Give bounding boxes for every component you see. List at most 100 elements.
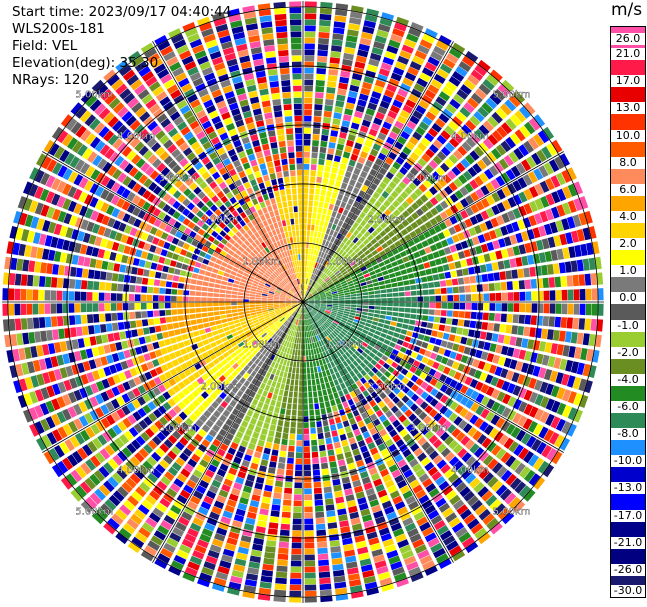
gate-cell xyxy=(80,291,87,301)
gate-cell xyxy=(324,288,331,293)
gate-cell xyxy=(325,310,331,314)
gate-cell xyxy=(288,342,292,349)
gate-cell xyxy=(255,526,266,534)
gate-cell xyxy=(416,242,424,250)
gate-cell xyxy=(255,292,262,296)
gate-cell xyxy=(162,492,174,503)
gate-cell xyxy=(213,410,221,418)
gate-cell xyxy=(380,306,387,311)
gate-cell xyxy=(315,80,325,87)
gate-cell xyxy=(184,417,194,427)
gate-cell xyxy=(248,353,255,360)
gate-cell xyxy=(523,450,534,464)
gate-cell xyxy=(14,288,21,301)
gate-cell xyxy=(404,336,412,343)
gate-cell xyxy=(465,456,477,467)
gate-cell xyxy=(342,58,353,67)
gate-cell xyxy=(323,221,329,228)
gate-cell xyxy=(267,303,273,306)
gate-cell xyxy=(353,428,361,437)
gate-cell xyxy=(344,451,353,459)
gate-cell xyxy=(465,473,477,485)
gate-cell xyxy=(402,161,412,171)
gate-cell xyxy=(304,482,312,489)
gate-cell xyxy=(417,549,430,560)
gate-cell xyxy=(363,381,371,389)
gate-cell xyxy=(501,345,509,356)
gate-cell xyxy=(449,379,458,389)
gate-cell xyxy=(215,433,224,442)
gate-cell xyxy=(379,468,390,478)
gate-cell xyxy=(260,321,267,326)
gate-cell xyxy=(304,470,312,477)
gate-cell xyxy=(27,274,34,287)
gate-cell xyxy=(436,525,449,536)
gate-cell xyxy=(372,404,380,413)
gate-cell xyxy=(195,308,202,313)
gate-cell xyxy=(304,506,313,513)
gate-cell xyxy=(177,302,183,308)
gate-cell xyxy=(340,395,347,403)
gate-cell xyxy=(87,280,94,290)
gate-cell xyxy=(320,346,325,353)
gate-cell xyxy=(199,359,207,367)
gate-cell xyxy=(265,441,273,449)
gate-cell xyxy=(408,566,422,577)
gate-cell xyxy=(354,454,363,462)
gate-cell xyxy=(251,378,258,385)
gate-cell xyxy=(313,316,318,322)
gate-cell xyxy=(314,403,320,410)
gate-cell xyxy=(120,464,132,476)
gate-cell xyxy=(112,374,121,384)
gate-cell xyxy=(304,291,308,297)
gate-cell xyxy=(219,560,232,569)
gate-cell xyxy=(316,341,320,348)
gate-cell xyxy=(93,314,100,323)
gate-cell xyxy=(310,324,314,331)
gate-cell xyxy=(17,394,27,408)
gate-cell xyxy=(295,458,302,465)
gate-cell xyxy=(374,294,381,298)
gate-cell xyxy=(345,299,351,302)
gate-cell xyxy=(500,313,507,323)
gate-cell xyxy=(247,344,254,350)
gate-cell xyxy=(222,379,230,387)
gate-cell xyxy=(264,384,271,392)
gate-cell xyxy=(255,306,262,310)
gate-cell xyxy=(328,455,336,462)
gate-cell xyxy=(41,434,52,448)
gate-cell xyxy=(286,294,292,298)
gate-cell xyxy=(82,444,93,457)
gate-cell xyxy=(284,487,293,494)
gate-cell xyxy=(217,270,225,276)
gate-cell xyxy=(335,371,341,379)
gate-cell xyxy=(369,96,380,105)
gate-cell xyxy=(269,373,275,381)
gate-cell xyxy=(471,303,478,311)
gate-cell xyxy=(349,579,362,587)
gate-cell xyxy=(157,394,166,404)
gate-cell xyxy=(271,284,277,289)
gate-cell xyxy=(445,81,458,92)
gate-cell xyxy=(269,311,275,315)
gate-cell xyxy=(440,239,449,248)
gate-cell xyxy=(233,355,240,362)
gate-cell xyxy=(225,306,232,310)
gate-cell xyxy=(437,232,446,240)
gate-cell xyxy=(274,293,281,296)
gate-cell xyxy=(518,106,531,119)
gate-cell xyxy=(275,480,283,488)
gate-cell xyxy=(192,517,204,527)
gate-cell xyxy=(457,345,466,353)
gate-cell xyxy=(257,593,271,601)
gate-cell xyxy=(541,354,550,366)
gate-cell xyxy=(308,303,314,307)
gate-cell xyxy=(360,227,367,235)
gate-cell xyxy=(377,322,384,328)
gate-cell xyxy=(226,499,237,508)
gate-cell xyxy=(46,385,56,398)
gate-cell xyxy=(477,234,486,244)
gate-cell xyxy=(311,330,314,337)
gate-cell xyxy=(235,476,245,485)
gate-cell xyxy=(216,495,227,504)
